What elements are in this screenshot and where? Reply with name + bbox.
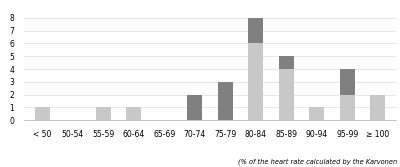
Bar (370, 95, 385, 120)
Bar (218, 82, 233, 120)
Bar (35, 107, 50, 120)
Bar (248, 43, 263, 120)
Bar (96, 107, 111, 120)
Bar (187, 95, 202, 120)
Bar (340, 95, 355, 120)
Bar (279, 56, 294, 69)
Bar (340, 69, 355, 95)
Bar (126, 107, 141, 120)
Bar (309, 107, 324, 120)
Bar (279, 69, 294, 120)
Text: (% of the heart rate calculated by the Karvonen formula): (% of the heart rate calculated by the K… (238, 158, 400, 165)
Bar (248, 18, 263, 43)
